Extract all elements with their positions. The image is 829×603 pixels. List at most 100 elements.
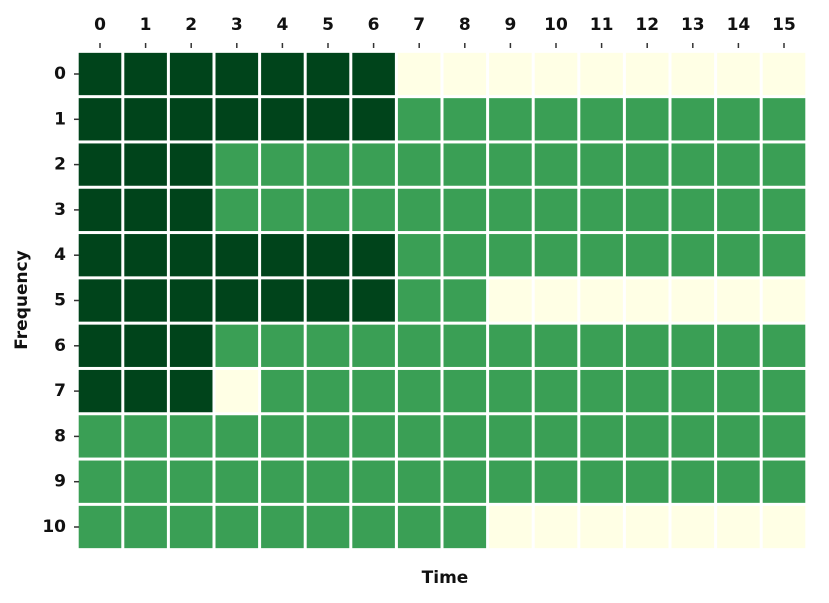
heatmap-cell [762,98,806,141]
heatmap-cell [215,98,259,141]
heatmap-cell [534,98,578,141]
heatmap-cell [762,234,806,277]
heatmap-cell [443,52,487,96]
x-tick-label: 9 [504,15,516,35]
heatmap-cell [78,234,122,277]
heatmap-cell [261,143,304,186]
heatmap-cell [489,505,532,549]
heatmap-cell [762,143,806,186]
heatmap-cell [580,460,623,503]
y-axis-title: Frequency [12,250,32,350]
heatmap-cell [580,143,623,186]
heatmap-cell [443,460,487,503]
heatmap-cell [580,415,623,458]
heatmap-cell [124,505,167,549]
x-tick-label: 3 [231,15,243,35]
heatmap-cell [671,98,715,141]
heatmap-cell [261,52,304,96]
heatmap-cell [717,143,760,186]
heatmap-cell [261,460,304,503]
heatmap-cell [78,460,122,503]
heatmap-cell [261,188,304,232]
heatmap-cell [443,143,487,186]
heatmap-cell [306,369,350,413]
heatmap-cell [397,324,441,367]
heatmap-cell [489,234,532,277]
heatmap-cell [443,324,487,367]
heatmap-grid [78,52,806,549]
heatmap-cell [534,369,578,413]
x-tick-label: 7 [413,15,425,35]
heatmap-cell [215,505,259,549]
heatmap-cell [717,98,760,141]
heatmap-cell [717,324,760,367]
x-tick-label: 13 [681,15,705,35]
heatmap-cell [580,505,623,549]
heatmap-cell [124,234,167,277]
heatmap-cell [397,98,441,141]
heatmap-cell [78,279,122,322]
heatmap-cell [397,415,441,458]
heatmap-cell [124,324,167,367]
heatmap-cell [762,505,806,549]
heatmap-cell [762,52,806,96]
heatmap-cell [352,234,395,277]
heatmap-cell [534,415,578,458]
heatmap-cell [169,460,213,503]
x-tick-label: 5 [322,15,334,35]
heatmap-cell [762,324,806,367]
heatmap-cell [625,324,669,367]
heatmap-cell [78,369,122,413]
x-tick-label: 1 [140,15,152,35]
heatmap-cell [124,460,167,503]
heatmap-cell [489,98,532,141]
heatmap-cell [580,324,623,367]
x-tick-label: 12 [635,15,659,35]
heatmap-cell [489,279,532,322]
x-tick-label: 15 [772,15,796,35]
heatmap-cell [717,234,760,277]
heatmap-cell [671,279,715,322]
heatmap-cell [534,460,578,503]
heatmap-cell [671,188,715,232]
heatmap-cell [580,234,623,277]
heatmap-cell [762,415,806,458]
heatmap-cell [169,279,213,322]
x-tick-label: 8 [459,15,471,35]
heatmap-cell [671,52,715,96]
heatmap-cell [443,188,487,232]
heatmap-cell [306,98,350,141]
heatmap-cell [169,143,213,186]
heatmap-cell [397,143,441,186]
heatmap-cell [124,415,167,458]
y-tick-label: 3 [54,200,66,220]
heatmap-cell [352,143,395,186]
heatmap-cell [169,415,213,458]
heatmap-cell [580,52,623,96]
heatmap-cell [397,234,441,277]
heatmap-cell [306,415,350,458]
heatmap-cell [352,505,395,549]
heatmap-cell [215,460,259,503]
heatmap-cell [306,52,350,96]
heatmap-cell [352,188,395,232]
heatmap-cell [625,234,669,277]
heatmap-cell [717,415,760,458]
y-tick-label: 6 [54,336,66,356]
heatmap-cell [580,369,623,413]
heatmap-cell [625,188,669,232]
heatmap-cell [215,369,259,413]
heatmap-cell [78,324,122,367]
heatmap-cell [261,324,304,367]
heatmap-cell [443,415,487,458]
heatmap-cell [671,415,715,458]
heatmap-cell [534,143,578,186]
heatmap-cell [169,234,213,277]
heatmap-cell [671,505,715,549]
heatmap-cell [580,188,623,232]
heatmap-cell [489,143,532,186]
heatmap-cell [580,279,623,322]
heatmap-cell [443,505,487,549]
heatmap-cell [534,279,578,322]
heatmap-cell [169,188,213,232]
